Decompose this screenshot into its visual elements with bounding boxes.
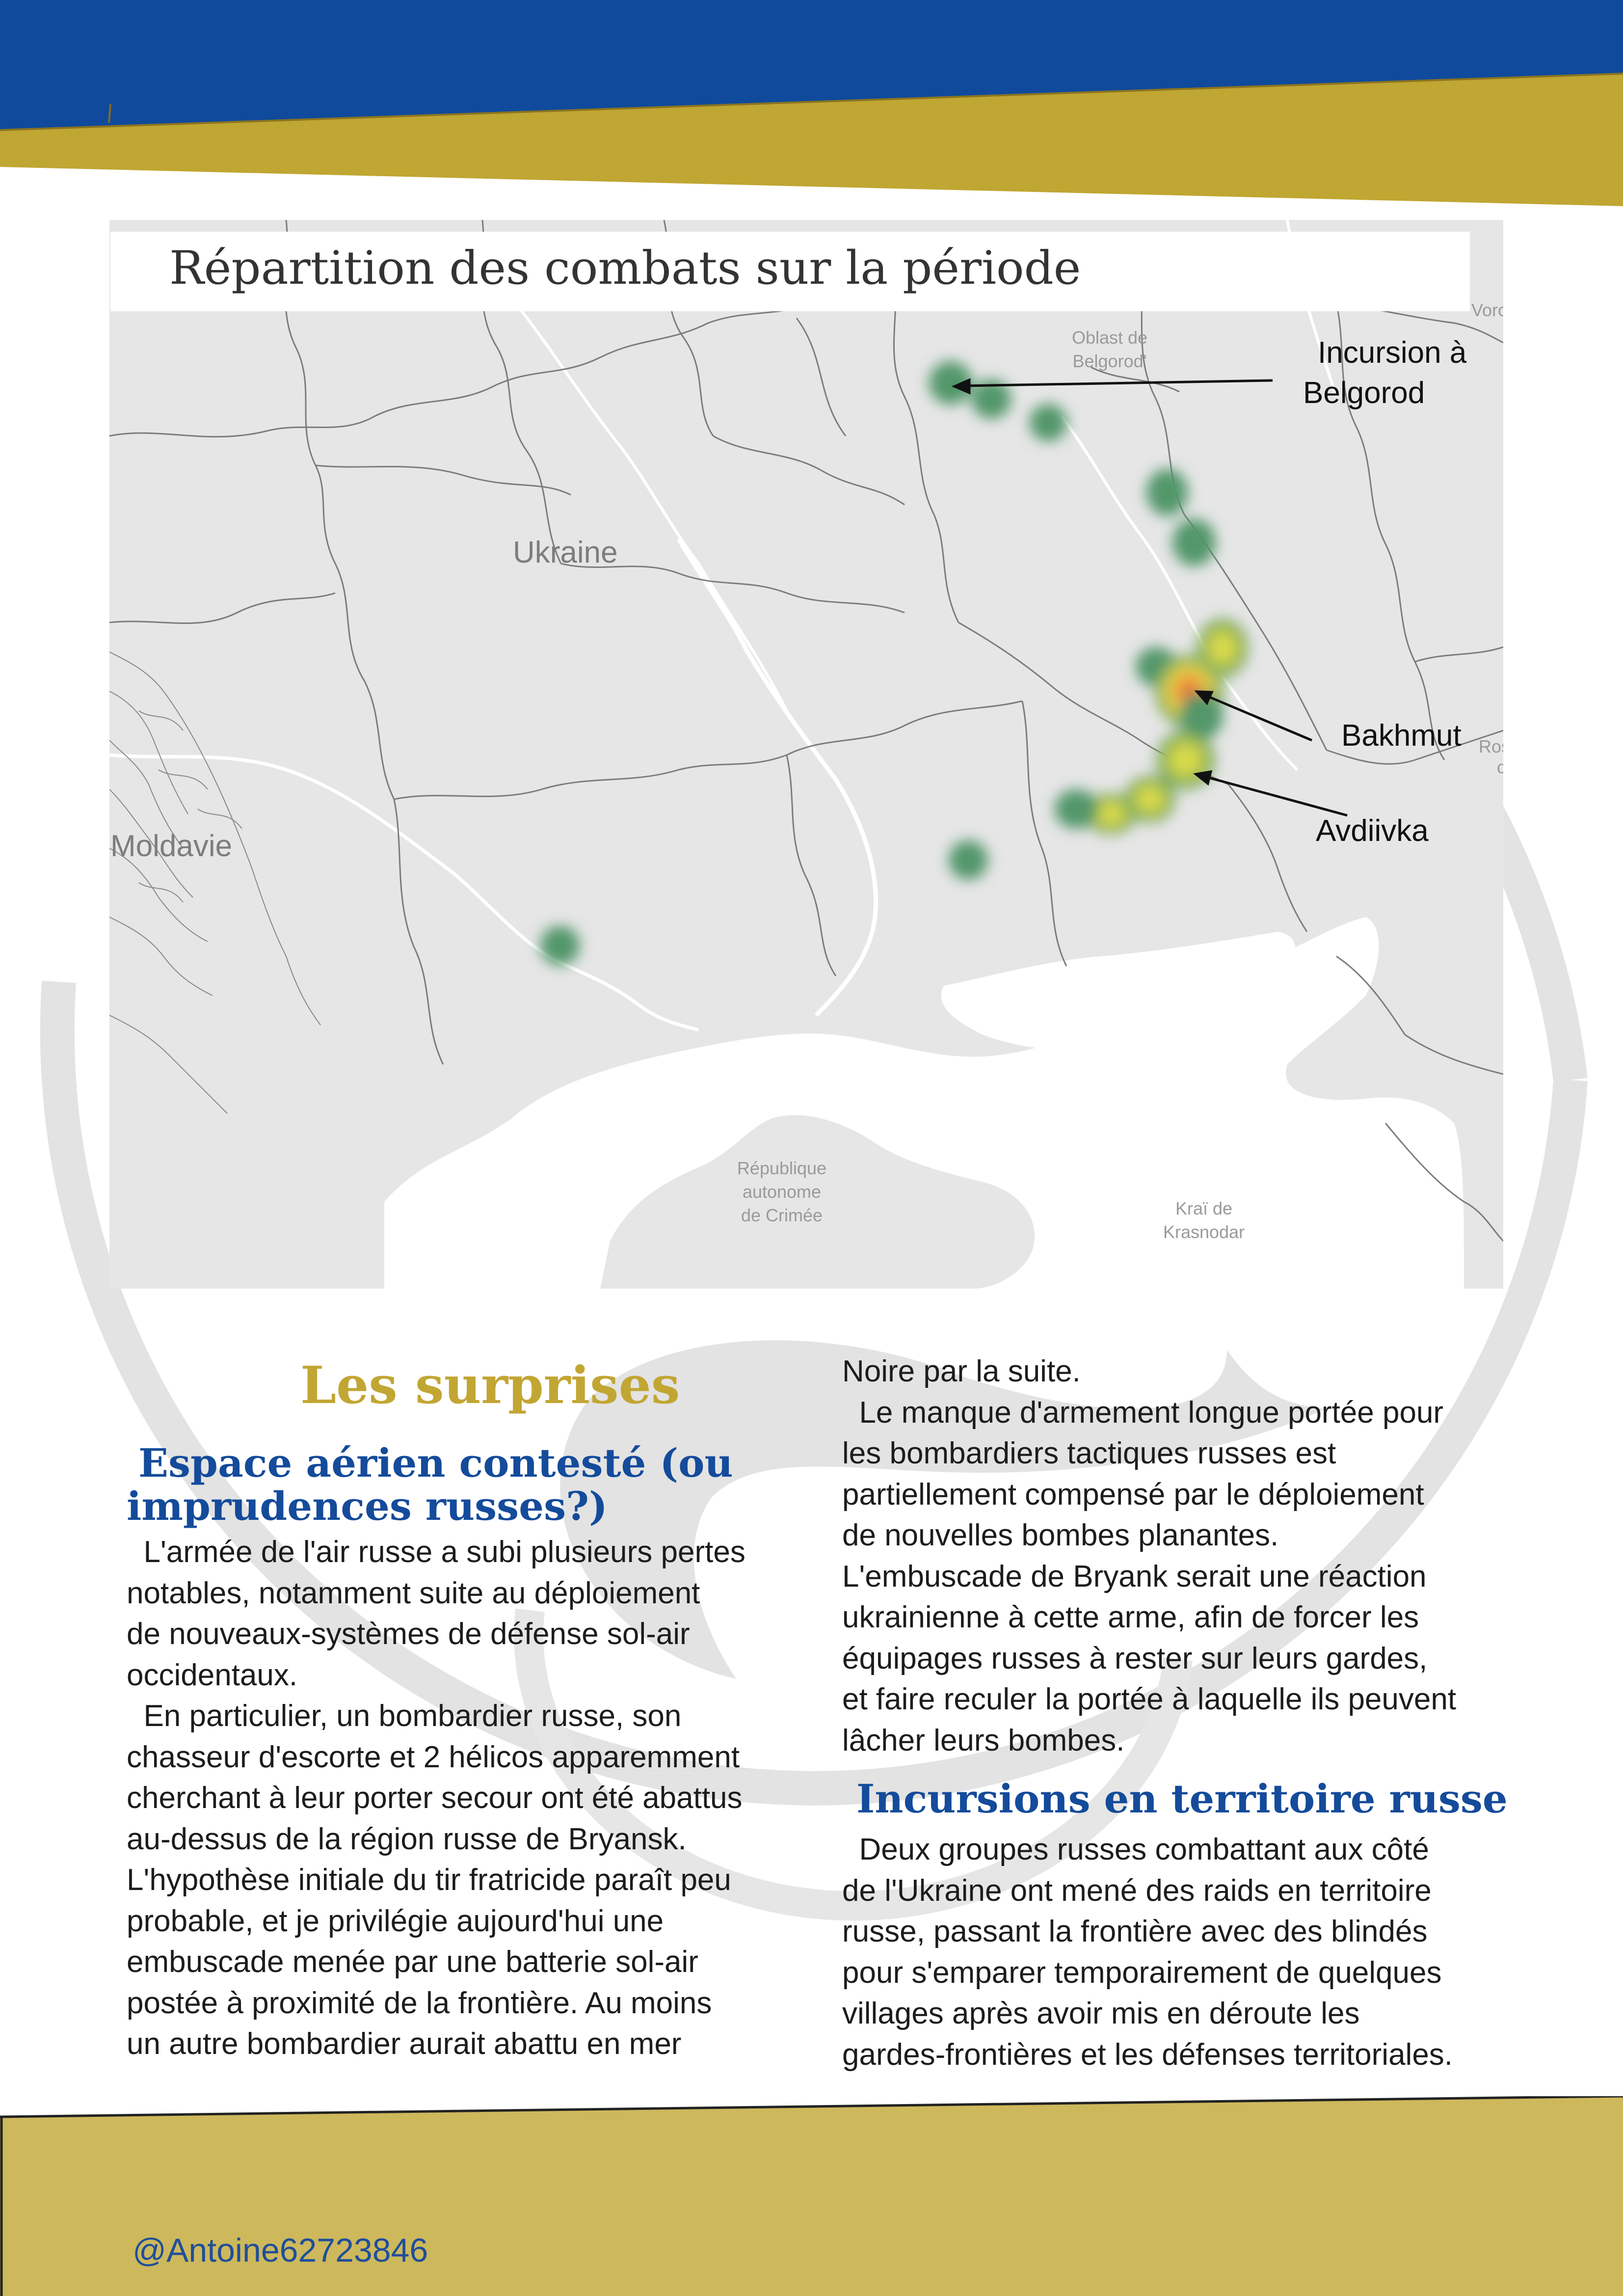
- label-krasnodar: Kraï de Krasnodar: [1163, 1198, 1245, 1242]
- paragraph-line: postée à proximité de la frontière. Au m…: [127, 1986, 712, 2020]
- label-oblast-belgorod: Oblast de Belgorod': [1071, 327, 1148, 371]
- paragraph-line: partiellement compensé par le déploiemen…: [842, 1477, 1424, 1512]
- annotation-bakhmut: Bakhmut: [1341, 719, 1462, 753]
- subheading-espace-aerien: Espace aérien contesté (ou imprudences r…: [127, 1440, 733, 1529]
- paragraph-line: au-dessus de la région russe de Bryansk.: [127, 1822, 687, 1856]
- paragraph-line: embuscade menée par une batterie sol-air: [127, 1945, 698, 1979]
- paragraph-line: occidentaux.: [127, 1658, 298, 1692]
- annotation-incursion-belgorod: Incursion à Belgorod: [1303, 336, 1467, 410]
- label-voronej: Voronej: [1471, 300, 1503, 320]
- map-title: Répartition des combats sur la période: [169, 242, 1081, 295]
- header-band: [0, 0, 1623, 206]
- label-moldavie: Moldavie: [110, 829, 233, 863]
- label-ukraine: Ukraine: [513, 536, 618, 569]
- paragraph-line: russe, passant la frontière avec des bli…: [842, 1915, 1428, 1948]
- subheading-incursions: Incursions en territoire russe: [856, 1776, 1508, 1822]
- section-heading: Les surprises: [300, 1355, 680, 1415]
- paragraph-line: cherchant à leur porter secour ont été a…: [127, 1781, 743, 1815]
- paragraph-line: Noire par la suite.: [842, 1354, 1081, 1388]
- paragraph-line: villages après avoir mis en déroute les: [842, 1997, 1360, 2030]
- column-right-text-2: Deux groupes russes combattant aux côté …: [842, 1829, 1539, 2075]
- paragraph-line: et faire reculer la portée à laquelle il…: [842, 1682, 1457, 1716]
- paragraph-line: de nouveaux-systèmes de défense sol-air: [127, 1617, 690, 1651]
- paragraph-line: chasseur d'escorte et 2 hélicos apparemm…: [127, 1740, 740, 1774]
- column-right-text: Noire par la suite. Le manque d'armement…: [842, 1351, 1539, 1761]
- map-graphic: [109, 220, 1503, 1289]
- paragraph-line: Deux groupes russes combattant aux côté: [842, 1833, 1429, 1866]
- paragraph-line: L'hypothèse initiale du tir fratricide p…: [127, 1863, 731, 1897]
- paragraph-line: gardes-frontières et les défenses territ…: [842, 2037, 1453, 2072]
- paragraph-line: de nouvelles bombes planantes.: [842, 1518, 1279, 1552]
- column-left-text: L'armée de l'air russe a subi plusieurs …: [127, 1532, 809, 2065]
- paragraph-line: probable, et je privilégie aujourd'hui u…: [127, 1904, 664, 1938]
- paragraph-line: un autre bombardier aurait abattu en mer: [127, 2027, 682, 2061]
- footer-band: [0, 2096, 1623, 2296]
- paragraph-line: pour s'emparer temporairement de quelque…: [842, 1955, 1442, 1990]
- paragraph-line: lâcher leurs bombes.: [842, 1723, 1125, 1757]
- paragraph-line: Le manque d'armement longue portée pour: [842, 1395, 1444, 1430]
- paragraph-line: En particulier, un bombardier russe, son: [127, 1699, 682, 1733]
- paragraph-line: équipages russes à rester sur leurs gard…: [842, 1641, 1428, 1675]
- label-crimee: République autonome de Crimée: [737, 1158, 827, 1225]
- paragraph-line: notables, notamment suite au déploiement: [127, 1576, 700, 1610]
- paragraph-line: L'embuscade de Bryank serait une réactio…: [842, 1559, 1427, 1594]
- label-rostov: Rosto ob: [1479, 736, 1503, 777]
- paragraph-line: de l'Ukraine ont mené des raids en terri…: [842, 1873, 1432, 1908]
- paragraph-line: ukrainienne à cette arme, afin de forcer…: [842, 1600, 1419, 1634]
- annotation-avdiivka: Avdiivka: [1316, 814, 1429, 848]
- author-handle[interactable]: @Antoine62723846: [133, 2232, 428, 2269]
- paragraph-line: les bombardiers tactiques russes est: [842, 1436, 1336, 1470]
- map-title-bar: Répartition des combats sur la période: [110, 232, 1470, 311]
- paragraph-line: L'armée de l'air russe a subi plusieurs …: [127, 1535, 745, 1569]
- combat-map: Répartition des combats sur la période U…: [109, 220, 1503, 1289]
